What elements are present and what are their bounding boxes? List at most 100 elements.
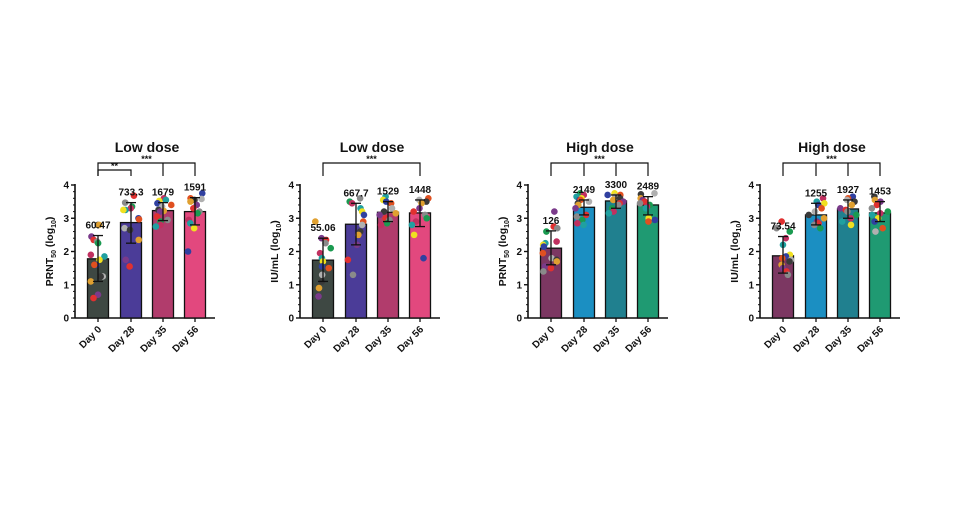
data-point	[90, 294, 97, 302]
data-point	[853, 211, 860, 219]
data-point	[872, 228, 879, 235]
data-point	[122, 256, 130, 264]
x-tick-label: Day 28	[332, 324, 363, 355]
y-tick-label: 2	[748, 247, 754, 258]
y-axis-label-part: PRNT	[497, 257, 509, 286]
y-tick-label: 3	[288, 214, 294, 225]
data-point	[190, 224, 198, 232]
data-point	[316, 249, 324, 257]
y-axis-label-part: 10	[504, 220, 511, 228]
data-point	[121, 199, 129, 206]
y-tick-label: 1	[288, 280, 294, 291]
data-point	[184, 248, 192, 255]
y-axis-label-part: 50	[51, 250, 58, 258]
x-tick-label: Day 56	[856, 324, 887, 355]
y-tick-label: 1	[748, 280, 754, 291]
y-tick-label: 0	[63, 314, 69, 325]
data-point	[636, 199, 644, 207]
data-point	[605, 209, 613, 217]
data-point	[553, 238, 560, 245]
chart-panel-4: High dose IU/mL (log10) 0 1 2 3 4 73.54 Day 0 125…	[729, 139, 900, 355]
data-point	[574, 219, 581, 227]
data-point	[847, 221, 855, 229]
data-label: 1453	[869, 187, 892, 198]
data-point	[377, 221, 385, 229]
data-point	[187, 198, 194, 205]
bar-day-56	[408, 212, 432, 319]
y-axis-label-part: PRNT	[44, 257, 56, 286]
data-point	[121, 224, 128, 232]
bar-day-35	[604, 200, 628, 319]
data-point	[358, 221, 366, 229]
x-tick-label: Day 28	[792, 324, 823, 355]
x-tick-label: Day 56	[171, 324, 202, 355]
data-point	[322, 239, 329, 247]
data-point	[540, 243, 548, 250]
y-axis-label-part: )	[269, 220, 281, 224]
data-label: 3300	[605, 180, 628, 191]
y-axis-label-part: (log	[44, 228, 56, 250]
data-point	[871, 218, 878, 225]
data-point	[778, 218, 785, 225]
data-point	[410, 208, 417, 215]
x-tick-label: Day 56	[396, 324, 427, 355]
data-point	[355, 231, 362, 239]
data-point	[152, 223, 160, 230]
data-point	[126, 226, 134, 234]
data-point	[551, 208, 558, 215]
data-label: 60.47	[85, 221, 110, 232]
data-point	[194, 209, 201, 217]
y-axis-label-part: )	[497, 217, 509, 221]
data-point	[356, 195, 364, 202]
chart-panel-3: High dose PRNT50 (log10) 0 1 2 3 4 126 Day 0 2149…	[497, 139, 668, 355]
data-point	[820, 214, 828, 222]
y-tick-label: 1	[63, 280, 69, 291]
x-tick-label: Day 0	[302, 324, 329, 351]
data-point	[410, 231, 418, 239]
data-label: 2489	[637, 182, 660, 193]
data-point	[821, 199, 828, 207]
chart-title: Low dose	[115, 139, 180, 155]
data-label: 126	[543, 216, 560, 227]
y-tick-label: 3	[516, 214, 522, 225]
data-point	[388, 204, 396, 212]
significance-label: **	[111, 161, 119, 171]
data-label: 1679	[152, 188, 175, 199]
significance-label: ***	[141, 154, 152, 164]
data-point	[645, 218, 652, 225]
y-tick-label: 0	[748, 314, 754, 325]
significance-bracket	[782, 162, 881, 176]
data-point	[344, 256, 352, 264]
y-tick-label: 2	[516, 247, 522, 258]
data-point	[164, 216, 171, 224]
y-axis-label-part: 10	[736, 224, 743, 232]
data-point	[540, 268, 547, 275]
data-point	[786, 258, 793, 265]
y-tick-label: 0	[288, 314, 294, 325]
y-axis-label-part: (log	[269, 232, 281, 254]
data-point	[778, 254, 786, 262]
y-axis-label-part: )	[729, 220, 741, 224]
x-tick-label: Day 0	[530, 324, 557, 351]
data-point	[154, 199, 161, 207]
data-label: 667.7	[343, 188, 368, 199]
data-point	[130, 192, 138, 199]
data-label: 2149	[573, 185, 596, 196]
y-tick-label: 4	[516, 181, 522, 192]
y-tick-label: 1	[516, 280, 522, 291]
y-tick-label: 3	[748, 214, 754, 225]
y-tick-label: 2	[63, 247, 69, 258]
y-axis-label-part: )	[44, 217, 56, 221]
data-point	[162, 196, 170, 204]
y-axis-label-part: (log	[729, 232, 741, 254]
data-point	[315, 293, 322, 300]
y-axis-label-part: 50	[504, 250, 511, 258]
data-point	[609, 196, 617, 204]
significance-label: ***	[366, 154, 377, 164]
x-tick-label: Day 28	[107, 324, 138, 355]
significance-bracket	[322, 162, 421, 176]
data-point	[786, 228, 794, 235]
data-point	[805, 211, 813, 219]
data-point	[349, 271, 357, 279]
